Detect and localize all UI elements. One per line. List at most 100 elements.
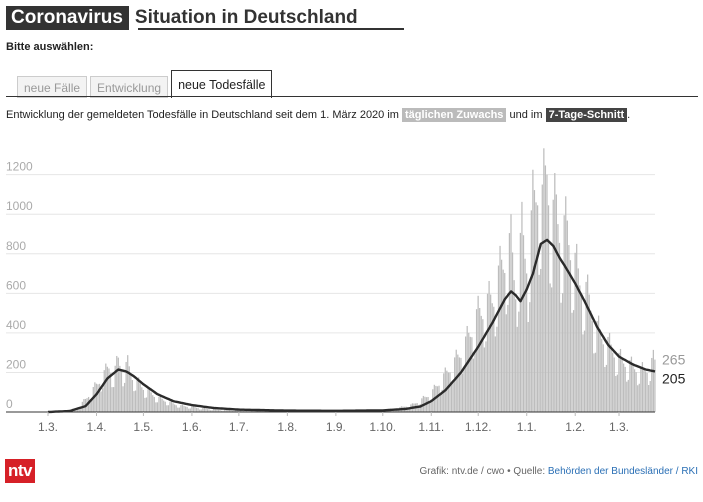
daily-bar [163, 400, 165, 412]
daily-bar [183, 405, 185, 412]
daily-bar [156, 402, 159, 412]
daily-bar [250, 410, 252, 412]
daily-bar [130, 374, 132, 412]
daily-bar [616, 374, 619, 412]
daily-bar [457, 354, 459, 412]
daily-bar [649, 381, 651, 412]
daily-bar [227, 409, 229, 412]
daily-bar [97, 384, 99, 412]
daily-bar [558, 242, 561, 412]
x-tick-label: 1.5. [133, 420, 153, 434]
daily-bar [452, 380, 454, 412]
daily-bar [533, 190, 536, 412]
daily-bar [621, 357, 623, 412]
daily-bar [438, 385, 440, 412]
x-tick-label: 1.11. [418, 420, 444, 434]
daily-bar [418, 405, 420, 412]
y-tick-label: 200 [6, 357, 26, 371]
daily-bar [588, 294, 590, 412]
daily-bar [166, 405, 168, 412]
daily-bar [144, 397, 146, 412]
daily-bar [529, 302, 531, 412]
x-tick-label: 1.10. [369, 420, 396, 434]
daily-bar [613, 357, 615, 412]
daily-bar [491, 303, 493, 412]
daily-bar [571, 312, 573, 412]
daily-bar [618, 352, 620, 412]
daily-bar [454, 357, 456, 412]
daily-bar [133, 391, 135, 412]
daily-bar [231, 410, 234, 412]
daily-bar [632, 364, 634, 412]
daily-bar [172, 403, 174, 412]
daily-bar [579, 285, 581, 412]
daily-bar [510, 214, 512, 412]
daily-bar [463, 368, 465, 412]
daily-bar [574, 252, 576, 412]
daily-bar [127, 355, 129, 412]
avg-line [47, 238, 656, 414]
daily-bar [494, 336, 496, 412]
daily-bar [577, 268, 579, 412]
daily-bar [635, 372, 637, 412]
daily-bar [261, 410, 263, 412]
daily-bar [91, 398, 93, 412]
daily-bar [113, 387, 115, 412]
daily-bar [455, 349, 457, 412]
x-tick-label: 1.12. [465, 420, 492, 434]
daily-bar [480, 315, 482, 412]
daily-bar [464, 336, 467, 412]
daily-bar [180, 405, 182, 412]
daily-bar [123, 382, 126, 412]
daily-bar [488, 280, 490, 412]
daily-bar [92, 386, 94, 412]
daily-bar [651, 357, 653, 412]
y-tick-label: 600 [6, 278, 26, 292]
daily-bar [543, 148, 545, 412]
tab-neue-todesfaelle[interactable]: neue Todesfälle [171, 70, 273, 98]
daily-bar [505, 314, 507, 412]
daily-bar [219, 410, 221, 412]
credit-text: Grafik: ntv.de / cwo • Quelle: [419, 466, 548, 477]
daily-bar [569, 260, 572, 412]
daily-bar [583, 330, 586, 412]
daily-bar [170, 401, 173, 412]
daily-bar [566, 220, 568, 412]
daily-bar [594, 352, 597, 412]
daily-bar [522, 235, 525, 412]
daily-bar [119, 365, 121, 412]
daily-bar [177, 407, 179, 412]
daily-bar [235, 410, 237, 412]
daily-bar [482, 319, 484, 412]
tab-entwicklung[interactable]: Entwicklung [90, 76, 169, 98]
description-text-middle: und im [506, 109, 546, 121]
tab-neue-faelle[interactable]: neue Fälle [17, 76, 88, 98]
daily-bar [152, 395, 154, 412]
daily-bar [100, 391, 102, 412]
daily-bar [549, 283, 551, 412]
x-tick-label: 1.4. [86, 420, 106, 434]
daily-bar [460, 357, 462, 412]
daily-bar [568, 245, 570, 412]
header-title-light: Situation in Deutschland [134, 7, 358, 28]
daily-bar [103, 370, 105, 412]
daily-bar [530, 210, 532, 412]
daily-bar [447, 372, 450, 412]
daily-bar [518, 311, 520, 412]
source-link[interactable]: Behörden der Bundesländer / RKI [547, 466, 698, 477]
daily-bar [95, 383, 98, 412]
daily-bar [260, 410, 262, 412]
daily-bar [244, 410, 246, 412]
daily-bar [131, 380, 134, 412]
daily-bar [136, 378, 138, 412]
daily-bar [89, 400, 91, 412]
daily-bar [461, 373, 464, 412]
daily-bar [565, 196, 567, 412]
daily-bar [547, 205, 550, 412]
x-tick-label: 1.1. [517, 420, 537, 434]
daily-bar [536, 205, 539, 412]
daily-bar [648, 385, 650, 412]
daily-bar [200, 409, 202, 412]
daily-bar [230, 410, 232, 412]
